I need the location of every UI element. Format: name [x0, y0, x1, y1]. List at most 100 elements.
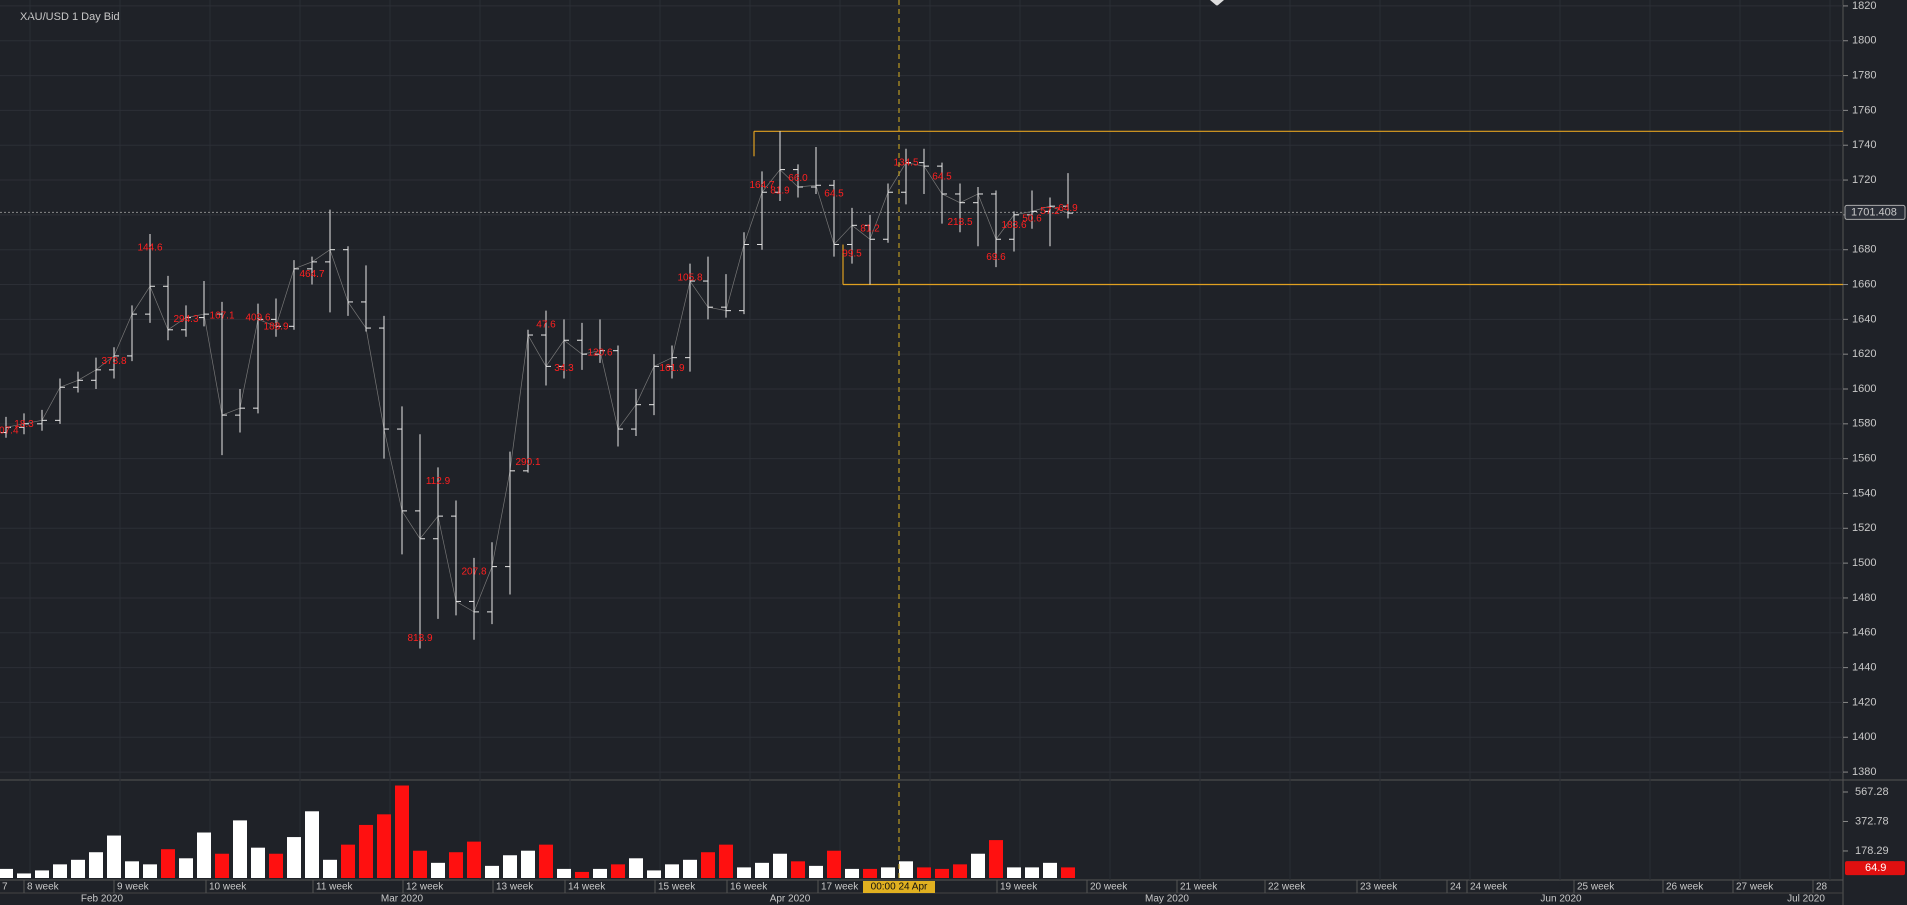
volume-bar — [125, 861, 139, 878]
volume-bar — [179, 858, 193, 878]
bar-annotation: 183.6 — [1001, 220, 1026, 231]
volume-bar — [251, 847, 265, 878]
volume-bar — [629, 858, 643, 878]
volume-bar — [449, 852, 463, 878]
bar-annotation: 167.1 — [209, 311, 234, 322]
volume-bar — [215, 853, 229, 878]
volume-bar — [287, 837, 301, 878]
week-label: 27 week — [1736, 882, 1774, 893]
bar-annotation: 373.8 — [101, 356, 126, 367]
week-label: 8 week — [27, 882, 60, 893]
marker-icon — [1210, 0, 1224, 6]
week-label: 11 week — [316, 882, 354, 893]
volume-bar — [17, 873, 31, 878]
bar-annotation: 81.9 — [770, 186, 790, 197]
bar-annotation: 105.8 — [677, 272, 702, 283]
y-tick-label: 1480 — [1852, 592, 1876, 604]
y-tick-label: 1500 — [1852, 557, 1876, 569]
bar-annotation: 218.5 — [947, 217, 972, 228]
bar-annotation: 99.5 — [842, 248, 862, 259]
month-label: May 2020 — [1145, 894, 1189, 905]
bar-annotation: 144.6 — [137, 243, 162, 254]
bar-annotation: 34.3 — [554, 363, 574, 374]
bar-annotation: 290.1 — [515, 457, 540, 468]
volume-bar — [0, 868, 13, 878]
volume-bar — [971, 853, 985, 878]
volume-bar — [845, 868, 859, 878]
y-tick-label: 1460 — [1852, 627, 1876, 639]
volume-bar — [107, 835, 121, 878]
volume-bar — [935, 868, 949, 878]
volume-bar — [575, 871, 589, 878]
volume-bar — [611, 864, 625, 878]
y-tick-label: 1380 — [1852, 766, 1876, 778]
volume-bar — [899, 861, 913, 878]
bar-annotation: 134.5 — [893, 157, 918, 168]
y-tick-label: 1800 — [1852, 35, 1876, 47]
volume-bar — [197, 832, 211, 878]
volume-bar — [1061, 867, 1075, 878]
month-label: Jul 2020 — [1787, 894, 1825, 905]
month-label: Feb 2020 — [81, 894, 124, 905]
volume-bar — [809, 865, 823, 878]
close-line — [5, 162, 1069, 613]
crosshair-box — [863, 881, 935, 893]
volume-bar — [989, 840, 1003, 878]
week-label: 9 week — [117, 882, 150, 893]
y-tick-label: 1540 — [1852, 487, 1876, 499]
week-label: 14 week — [568, 882, 606, 893]
volume-bar — [431, 862, 445, 878]
volume-bar — [917, 867, 931, 878]
volume-bar — [647, 870, 661, 878]
bar-annotation: 188.9 — [263, 321, 288, 332]
bar-annotation: 47.6 — [536, 319, 556, 330]
week-label: 13 week — [496, 882, 534, 893]
bar-annotation: 81.2 — [860, 224, 880, 235]
volume-bar — [359, 824, 373, 878]
week-label: 26 week — [1666, 882, 1704, 893]
y-tick-label: 1680 — [1852, 244, 1876, 256]
week-label: 23 week — [1360, 882, 1398, 893]
y-tick-label: 1780 — [1852, 69, 1876, 81]
week-label: 16 week — [730, 882, 768, 893]
bar-annotation: 294.3 — [173, 314, 198, 325]
week-label: 28 — [1816, 882, 1828, 893]
volume-bar — [1007, 867, 1021, 878]
bar-annotation: 107.4 — [0, 426, 19, 437]
last-volume-label: 64.9 — [1865, 862, 1886, 874]
volume-bar — [827, 850, 841, 878]
y-tick-label: 1440 — [1852, 662, 1876, 674]
volume-bar — [719, 844, 733, 878]
chart-title: XAU/USD 1 Day Bid — [20, 11, 120, 23]
volume-bar — [233, 820, 247, 878]
crosshair-label: 00:00 24 Apr — [871, 882, 928, 893]
volume-bar — [701, 852, 715, 878]
y-tick-label: 1620 — [1852, 348, 1876, 360]
y-tick-label: 1560 — [1852, 453, 1876, 465]
y-tick-label: 1760 — [1852, 104, 1876, 116]
bar-annotation: 69.6 — [986, 252, 1006, 263]
bar-annotation: 207.8 — [461, 567, 486, 578]
y-tick-label: 1820 — [1852, 0, 1876, 12]
volume-tick-label: 372.78 — [1855, 815, 1889, 827]
bar-annotation: 64.5 — [932, 171, 952, 182]
week-label: 21 week — [1180, 882, 1218, 893]
volume-bar — [521, 850, 535, 878]
volume-bar — [1025, 867, 1039, 878]
week-label: 15 week — [658, 882, 696, 893]
week-label: 10 week — [209, 882, 247, 893]
volume-bar — [791, 861, 805, 878]
volume-bar — [683, 859, 697, 878]
y-tick-label: 1640 — [1852, 313, 1876, 325]
bar-annotation: 164.7 — [749, 180, 774, 191]
volume-bar — [269, 853, 283, 878]
week-label: 7 — [2, 882, 8, 893]
bar-annotation: 112.9 — [426, 476, 451, 487]
bar-annotation: 464.7 — [299, 269, 324, 280]
volume-bar — [1043, 862, 1057, 878]
y-tick-label: 1420 — [1852, 696, 1876, 708]
volume-bar — [71, 859, 85, 878]
bar-annotation: 66.0 — [788, 173, 808, 184]
